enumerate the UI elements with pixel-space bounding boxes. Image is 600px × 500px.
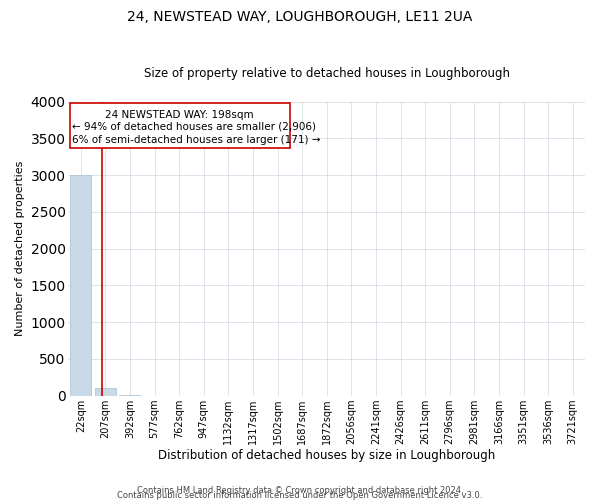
Text: 24, NEWSTEAD WAY, LOUGHBOROUGH, LE11 2UA: 24, NEWSTEAD WAY, LOUGHBOROUGH, LE11 2UA [127, 10, 473, 24]
Text: 6% of semi-detached houses are larger (171) →: 6% of semi-detached houses are larger (1… [72, 134, 320, 144]
Y-axis label: Number of detached properties: Number of detached properties [15, 161, 25, 336]
X-axis label: Distribution of detached houses by size in Loughborough: Distribution of detached houses by size … [158, 450, 496, 462]
Bar [95, 388, 116, 396]
Text: 24 NEWSTEAD WAY: 198sqm: 24 NEWSTEAD WAY: 198sqm [106, 110, 254, 120]
Text: Contains public sector information licensed under the Open Government Licence v3: Contains public sector information licen… [118, 491, 482, 500]
Title: Size of property relative to detached houses in Loughborough: Size of property relative to detached ho… [144, 66, 510, 80]
Bar [70, 175, 91, 396]
Text: Contains HM Land Registry data © Crown copyright and database right 2024.: Contains HM Land Registry data © Crown c… [137, 486, 463, 495]
Text: ← 94% of detached houses are smaller (2,906): ← 94% of detached houses are smaller (2,… [72, 122, 316, 132]
Bar [70, 103, 290, 148]
